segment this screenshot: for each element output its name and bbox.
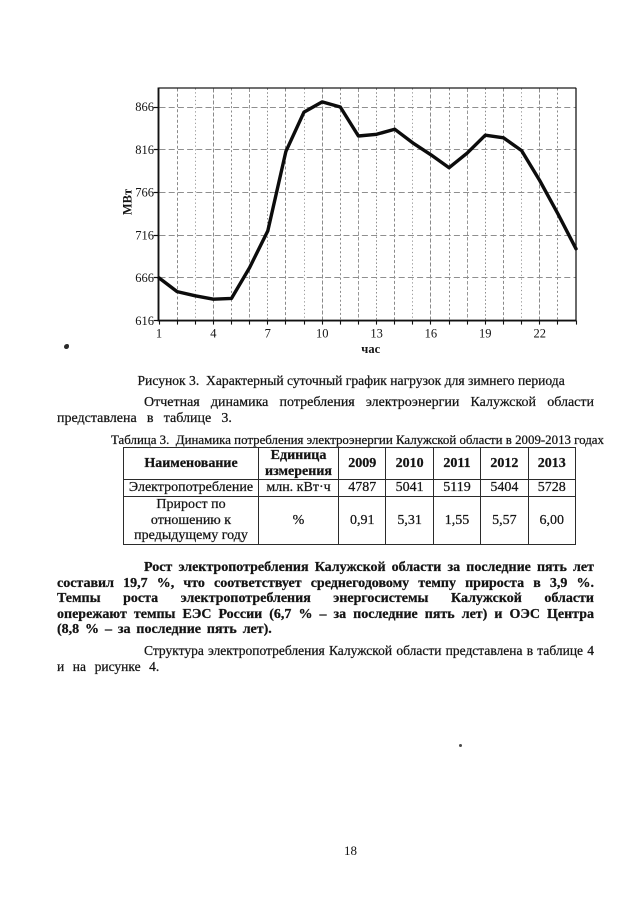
svg-text:19: 19 — [479, 327, 492, 341]
svg-text:4: 4 — [210, 327, 217, 341]
svg-text:22: 22 — [533, 327, 546, 341]
svg-text:616: 616 — [135, 314, 154, 328]
svg-text:816: 816 — [135, 143, 154, 157]
svg-text:866: 866 — [135, 100, 154, 114]
svg-text:7: 7 — [265, 327, 271, 341]
svg-text:1: 1 — [156, 327, 162, 341]
svg-text:13: 13 — [370, 327, 383, 341]
svg-text:766: 766 — [135, 186, 154, 200]
svg-text:10: 10 — [316, 327, 329, 341]
svg-text:16: 16 — [425, 327, 438, 341]
svg-text:716: 716 — [135, 228, 154, 242]
svg-text:час: час — [361, 342, 380, 356]
svg-text:МВт: МВт — [121, 189, 135, 215]
svg-text:666: 666 — [135, 271, 154, 285]
